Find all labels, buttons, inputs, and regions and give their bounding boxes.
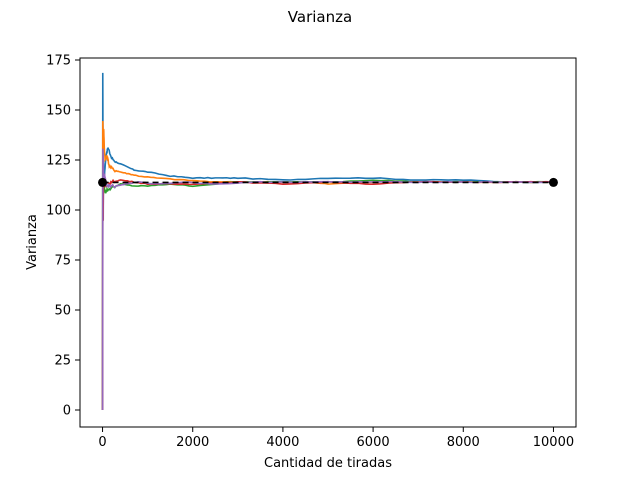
x-axis: 0 2000 4000 6000 8000 10000: [98, 427, 574, 450]
y-tick-label: 150: [46, 104, 71, 119]
y-tick-label: 75: [54, 254, 71, 269]
y-axis: 0 25 50 75 100 125 150 175: [46, 54, 80, 419]
x-tick-label: 2000: [176, 435, 209, 450]
plot-area: [101, 72, 554, 411]
y-axis-label: Varianza: [25, 214, 40, 270]
series-line-4: [101, 173, 554, 411]
plot-frame: [79, 57, 577, 428]
series-line-3: [101, 170, 554, 411]
x-axis-label: Cantidad de tiradas: [264, 456, 392, 471]
series-line-1: [101, 72, 554, 411]
y-tick-label: 50: [54, 304, 71, 319]
y-tick-label: 0: [63, 404, 71, 419]
x-tick-label: 10000: [533, 435, 574, 450]
y-tick-label: 125: [46, 154, 71, 169]
y-tick-label: 25: [54, 354, 71, 369]
reference-point-2: [548, 177, 558, 187]
x-tick-label: 8000: [447, 435, 480, 450]
series-line-5: [101, 148, 554, 411]
y-tick-label: 175: [46, 54, 71, 69]
x-tick-label: 4000: [266, 435, 299, 450]
x-tick-label: 0: [98, 435, 106, 450]
chart-title: Varianza: [288, 8, 352, 26]
series-line-2: [101, 120, 554, 411]
x-tick-label: 6000: [357, 435, 390, 450]
reference-point-1: [98, 177, 108, 187]
y-tick-label: 100: [46, 204, 71, 219]
